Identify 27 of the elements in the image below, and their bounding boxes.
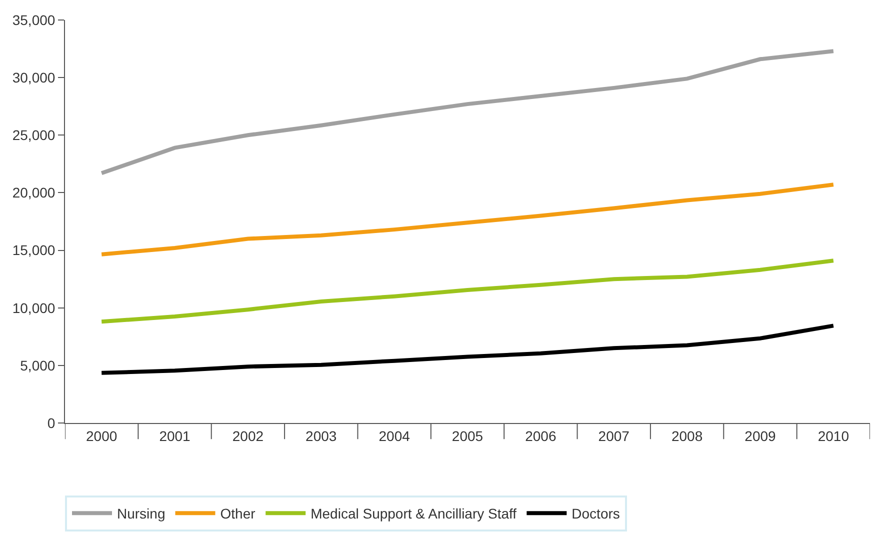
x-tick-label: 2002 xyxy=(232,428,264,444)
y-tick-label: 20,000 xyxy=(12,184,56,201)
line-series xyxy=(100,182,836,256)
legend-label: Nursing xyxy=(117,506,166,522)
line-series xyxy=(100,258,836,324)
y-tick-label: 5,000 xyxy=(20,357,56,374)
line-series xyxy=(100,324,836,375)
x-tick-label: 2001 xyxy=(159,428,191,444)
x-tick-label: 2005 xyxy=(452,428,484,444)
x-tick-label: 2004 xyxy=(378,428,410,444)
x-tick-label: 2008 xyxy=(671,428,703,444)
y-tick-label: 25,000 xyxy=(12,127,56,144)
x-tick-label: 2010 xyxy=(818,428,850,444)
y-tick-label: 30,000 xyxy=(12,69,56,86)
x-tick-label: 2000 xyxy=(86,428,118,444)
x-tick-label: 2003 xyxy=(306,428,337,444)
y-tick-label: 35,000 xyxy=(12,12,56,28)
legend-label: Doctors xyxy=(572,506,620,522)
y-tick-label: 0 xyxy=(47,414,56,431)
legend-label: Other xyxy=(220,506,256,522)
x-tick-label: 2009 xyxy=(744,428,776,444)
line-series xyxy=(100,49,836,176)
x-tick-label: 2007 xyxy=(598,428,630,444)
x-tick-label: 2006 xyxy=(525,428,556,444)
legend-label: Medical Support & Ancilliary Staff xyxy=(310,506,517,522)
y-tick-label: 10,000 xyxy=(12,300,56,316)
y-tick-label: 15,000 xyxy=(12,242,56,258)
